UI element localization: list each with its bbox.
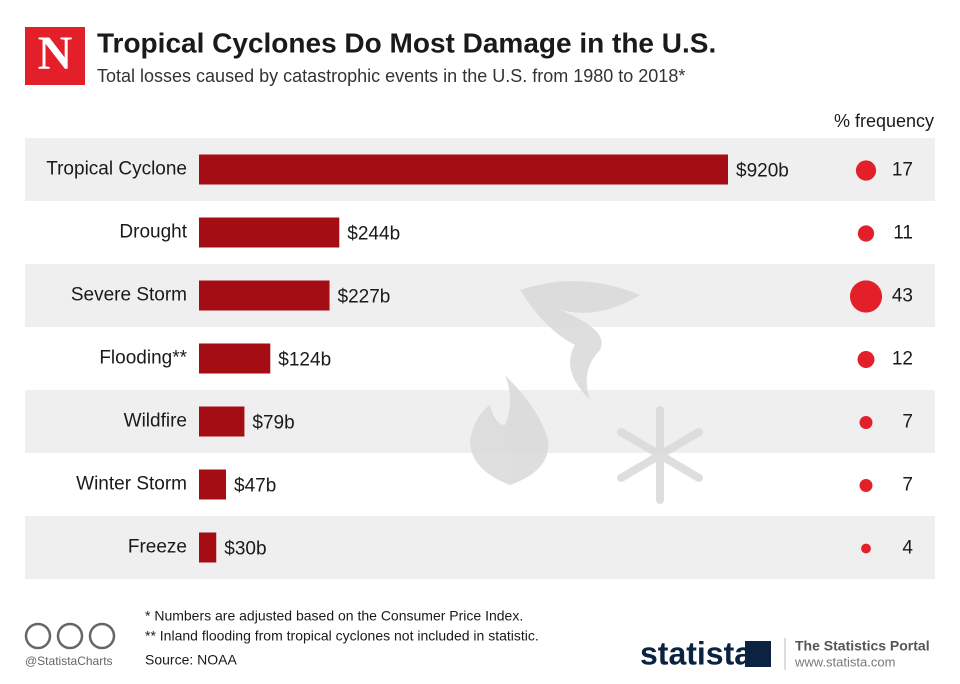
bar: [199, 532, 217, 563]
bar: [199, 343, 271, 374]
bar: [199, 469, 227, 500]
category-label: Drought: [119, 222, 187, 243]
decor: [470, 281, 703, 504]
frequency-dot: [849, 280, 883, 313]
frequency-dot: [857, 225, 875, 242]
value-label: $124b: [278, 350, 331, 371]
category-label: Severe Storm: [71, 285, 187, 306]
frequency-dot: [859, 416, 873, 429]
footnote: ** Inland flooding from tropical cyclone…: [145, 628, 539, 644]
tornado-icon: [520, 281, 640, 400]
bar: [199, 280, 330, 311]
bars: Tropical Cyclone $920b 17 Drought $244b 11 Sev…: [46, 154, 913, 563]
license-icons: [24, 622, 116, 650]
frequency-dot: [861, 543, 871, 554]
frequency-label: 7: [902, 412, 913, 433]
value-label: $920b: [736, 161, 789, 182]
portal: The Statistics Portal: [795, 638, 930, 654]
frequency-label: 17: [892, 160, 913, 181]
value-label: $227b: [338, 287, 391, 308]
category-label: Winter Storm: [76, 474, 187, 495]
frequency-label: 43: [892, 286, 913, 307]
bar: [199, 217, 340, 248]
fire-icon: [470, 375, 549, 485]
frequency-label: 4: [902, 538, 913, 559]
logo-box: [25, 27, 85, 85]
bar: [199, 154, 728, 185]
row-band: [25, 264, 935, 327]
url: www.statista.com: [794, 654, 895, 669]
value-label: $244b: [347, 224, 400, 245]
category-label: Freeze: [128, 537, 187, 558]
frequency-header: % frequency: [834, 111, 934, 131]
value-label: $79b: [252, 413, 294, 434]
frequency-label: 7: [902, 475, 913, 496]
frequency-dot: [855, 160, 877, 181]
frequency-label: 12: [892, 349, 913, 370]
row-band: [25, 516, 935, 579]
bar: [199, 406, 245, 437]
chart-title: Tropical Cyclones Do Most Damage in the …: [97, 27, 716, 58]
value-label: $30b: [224, 539, 266, 560]
category-label: Flooding**: [99, 348, 187, 369]
frequency-dot: [857, 351, 875, 368]
value-label: $47b: [234, 476, 276, 497]
frequency-dot: [859, 479, 873, 492]
category-label: Tropical Cyclone: [46, 159, 187, 180]
source: Source: NOAA: [145, 652, 237, 668]
brand: statista: [640, 635, 752, 671]
frequency-label: 11: [893, 223, 913, 244]
snowflake-icon: [617, 406, 703, 504]
chart-subtitle: Total losses caused by catastrophic even…: [97, 66, 685, 86]
footnote: * Numbers are adjusted based on the Cons…: [145, 608, 523, 624]
handle: @StatistaCharts: [25, 654, 113, 668]
brand-mark: [745, 641, 771, 667]
category-label: Wildfire: [124, 411, 187, 432]
logo: N: [38, 27, 73, 80]
